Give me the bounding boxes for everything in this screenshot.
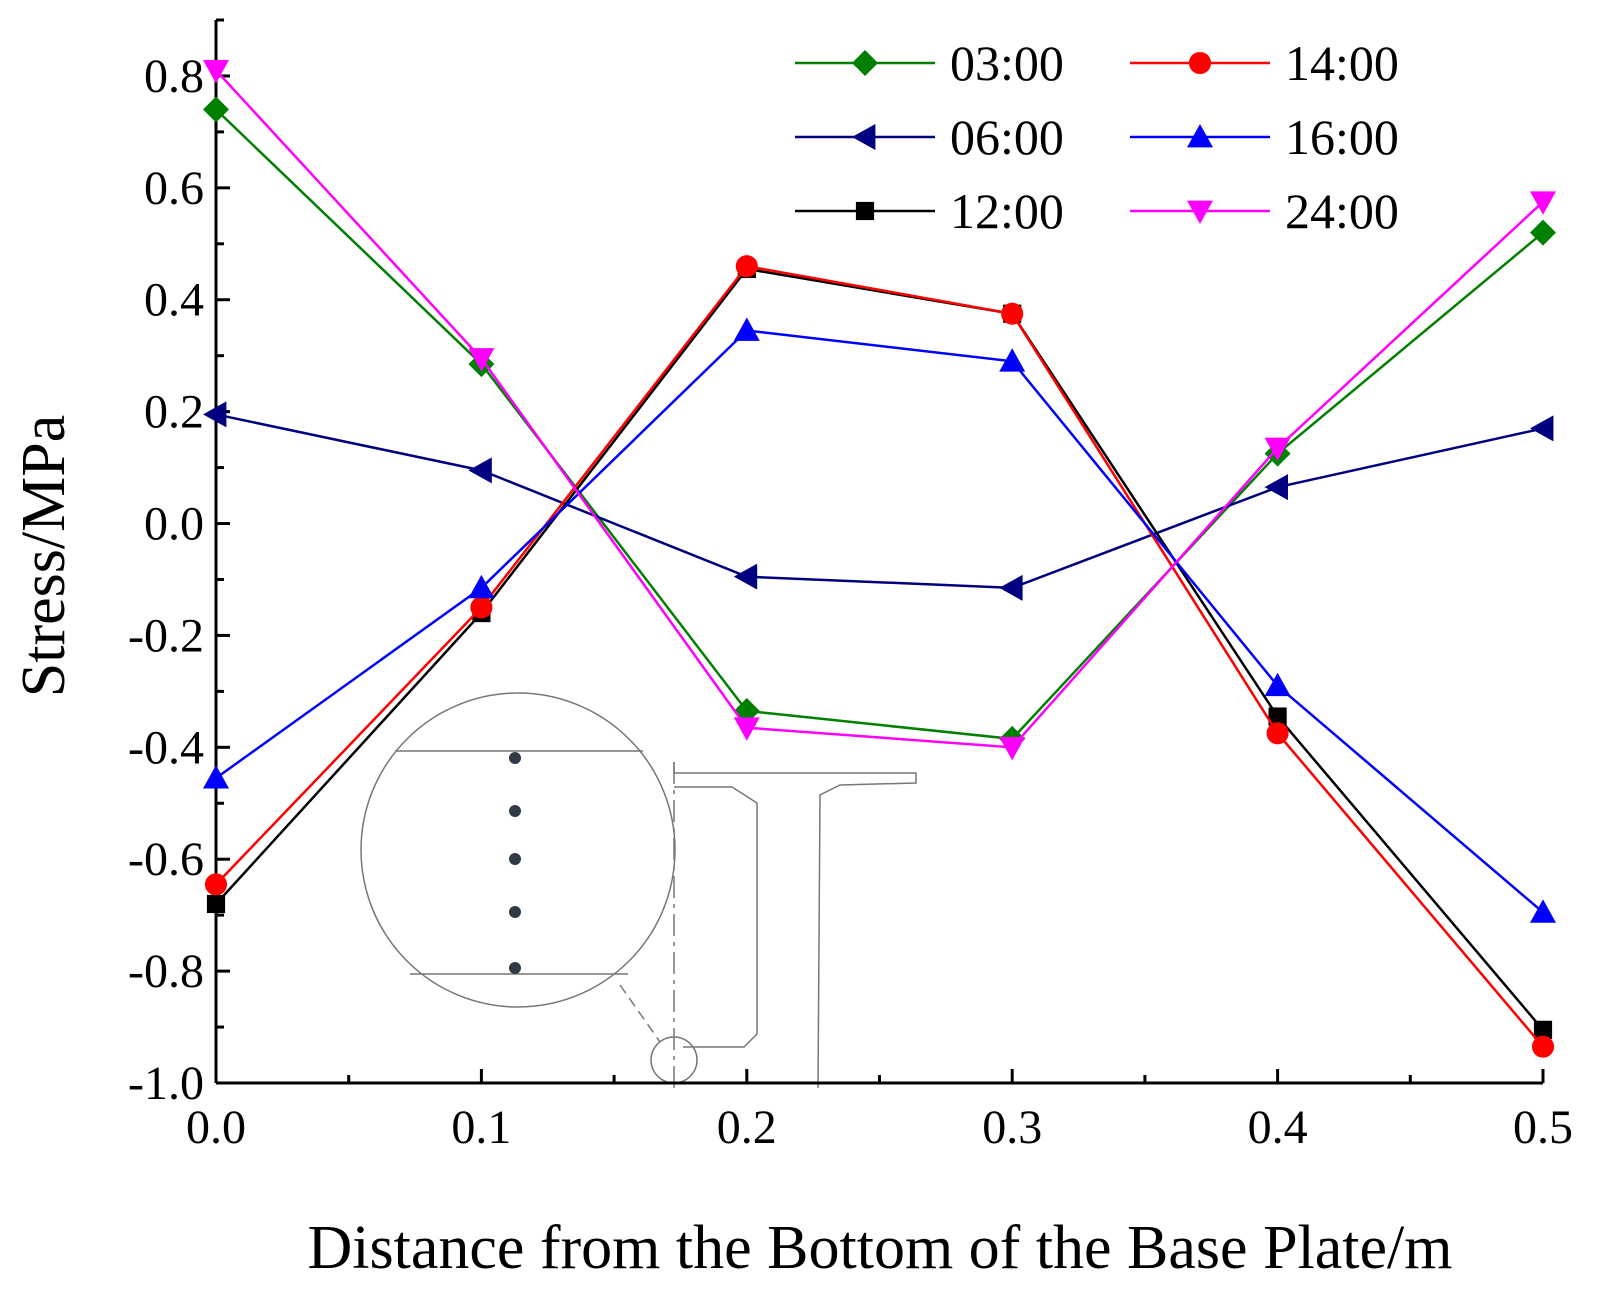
data-point [1264,672,1291,697]
data-point [999,736,1026,761]
series-0600 [203,401,1554,601]
y-tick-label: -0.6 [128,833,204,886]
inset-section-inner [674,786,758,1048]
data-point [735,255,758,278]
cross-section-inset [360,692,917,1089]
y-tick-label: 0.0 [144,498,204,551]
data-point [468,574,495,599]
x-axis-title: Distance from the Bottom of the Base Pla… [307,1214,1452,1282]
inset-section-outline [673,762,917,1089]
data-point [206,894,226,914]
legend-item: 24:00 [1130,183,1399,239]
legend: 03:00 06:00 12:00 14:00 16:00 24:00 [795,35,1399,239]
legend-item: 14:00 [1130,35,1399,91]
y-tick-label: -0.4 [128,721,204,774]
data-point [203,765,229,789]
legend-marker [852,50,878,76]
legend-label: 16:00 [1285,109,1399,165]
y-tick-label: 0.4 [144,274,204,327]
x-tick-label: 0.2 [717,1101,777,1154]
data-point [204,873,228,896]
data-point [468,348,495,372]
y-tick-label: 0.8 [144,50,204,103]
y-tick-label: 0.2 [144,386,204,439]
data-point [733,717,760,741]
series-line [215,267,1544,1031]
measurement-point [509,962,521,974]
legend-marker [1187,124,1213,148]
legend-label: 12:00 [950,183,1064,239]
legend-marker [1188,51,1212,75]
data-point [1001,302,1024,325]
legend-label: 03:00 [950,35,1064,91]
legend-marker [1187,200,1213,224]
data-point [1530,899,1556,923]
data-point [733,563,758,590]
data-point [1530,219,1556,246]
data-point [1266,722,1289,745]
data-point [468,457,492,484]
data-point [203,401,227,428]
legend-marker [855,201,875,221]
y-tick-label: -1.0 [128,1057,204,1110]
measurement-point [509,906,521,918]
series-line [215,108,1544,741]
data-point [1264,437,1291,461]
data-point [999,348,1026,372]
series-line [215,264,1544,1048]
x-tick-label: 0.0 [186,1101,246,1154]
legend-label: 14:00 [1285,35,1399,91]
legend-marker [852,124,876,150]
data-point [1264,474,1288,501]
legend-label: 06:00 [950,109,1064,165]
y-tick-label: 0.6 [144,162,204,215]
data-point [1531,1035,1555,1058]
legend-label: 24:00 [1285,183,1399,239]
series-layer [203,59,1556,1058]
data-point [470,596,493,619]
inset-connector [619,984,661,1043]
series-1200 [206,259,1553,1039]
measurement-point [509,853,521,865]
y-axis-title: Stress/MPa [10,415,78,697]
legend-item: 12:00 [795,183,1064,239]
series-line [215,69,1544,749]
series-1400 [204,255,1555,1058]
data-point [733,317,760,341]
inset-magnifier-circle [360,692,676,1008]
y-tick-label: -0.2 [128,609,204,662]
legend-item: 06:00 [795,109,1064,165]
x-tick-label: 0.4 [1248,1101,1308,1154]
series-2400 [203,59,1556,761]
x-tick-label: 0.3 [982,1101,1042,1154]
y-tick-label: -0.8 [128,945,204,998]
data-point [1268,707,1287,726]
series-line [215,413,1544,590]
data-point [1530,415,1554,442]
legend-item: 16:00 [1130,109,1399,165]
x-tick-label: 0.5 [1513,1101,1573,1154]
data-point [1533,1020,1553,1039]
data-point [203,96,229,123]
x-tick-label: 0.1 [451,1101,511,1154]
data-point [1530,191,1556,215]
measurement-point [509,805,521,817]
data-point [999,574,1023,601]
legend-item: 03:00 [795,35,1064,91]
data-point [203,59,229,84]
series-line [215,329,1544,914]
measurement-point [509,752,521,764]
series-1600 [203,317,1556,923]
